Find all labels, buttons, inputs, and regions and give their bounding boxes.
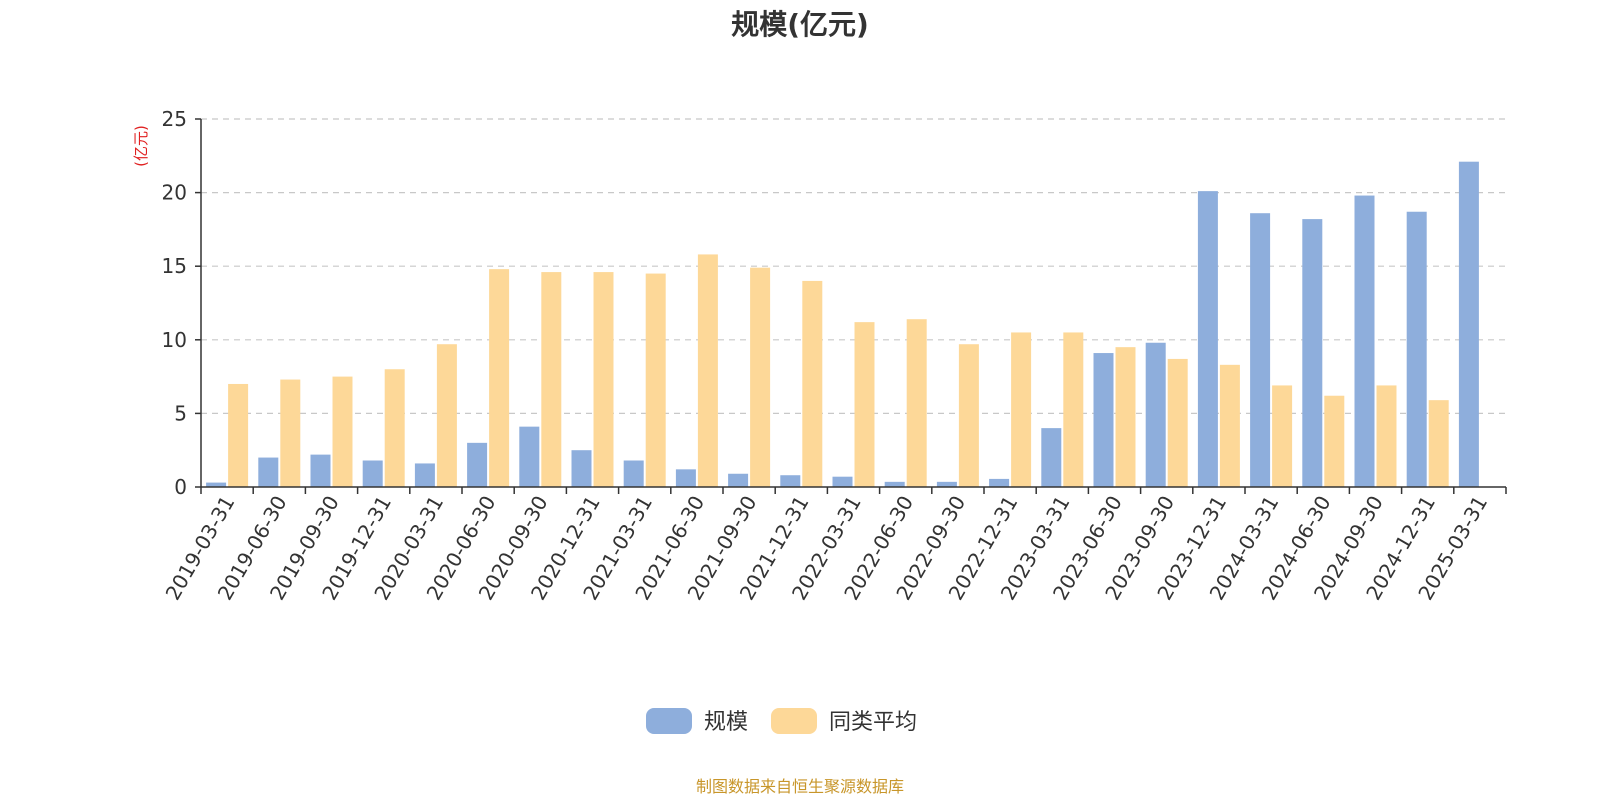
bar-scale	[1145, 342, 1166, 487]
axes	[195, 118, 1507, 494]
y-tick-label: 25	[162, 107, 187, 131]
chart-title: 规模(亿元)	[731, 8, 869, 41]
bar-peer-average	[750, 267, 771, 487]
bar-peer-average	[1115, 347, 1136, 487]
legend[interactable]: 规模 同类平均	[646, 708, 917, 735]
bar-scale	[362, 460, 383, 487]
bar-peer-average	[697, 254, 718, 487]
y-tick-label: 0	[174, 475, 187, 499]
bar-scale	[1041, 428, 1062, 487]
bar-scale	[780, 475, 801, 487]
legend-swatch	[646, 708, 692, 734]
bar-scale	[884, 481, 905, 487]
bar-scale	[1458, 161, 1479, 488]
bar-scale	[206, 482, 227, 487]
bar-peer-average	[906, 319, 927, 487]
bar-scale	[1354, 195, 1375, 487]
bar-scale	[1093, 353, 1114, 487]
bar-peer-average	[384, 369, 405, 487]
bar-peer-average	[1324, 395, 1345, 487]
y-tick-label: 20	[162, 181, 187, 205]
bar-peer-average	[1063, 332, 1084, 487]
bar-scale	[1250, 213, 1271, 487]
bar-peer-average	[1219, 364, 1240, 487]
bar-scale	[623, 460, 644, 487]
y-tick-label: 10	[162, 328, 187, 352]
bar-scale	[467, 442, 488, 487]
bar-peer-average	[958, 344, 979, 487]
bar-peer-average	[280, 379, 301, 487]
bar-scale	[519, 426, 540, 487]
bar-peer-average	[228, 383, 249, 487]
gridlines	[201, 118, 1506, 414]
bar-peer-average	[1167, 358, 1188, 487]
bar-peer-average	[593, 272, 614, 487]
bar-scale	[1302, 219, 1323, 487]
bar-scale	[832, 476, 853, 487]
bar-peer-average	[854, 322, 875, 487]
bar-scale	[571, 450, 592, 487]
bar-peer-average	[802, 280, 823, 487]
bar-scale	[675, 469, 696, 487]
bar-peer-average	[489, 269, 510, 487]
bar-peer-average	[645, 273, 666, 487]
bar-scale	[728, 473, 749, 487]
legend-item-scale[interactable]: 规模	[646, 708, 748, 735]
legend-swatch	[771, 708, 817, 734]
bars	[206, 161, 1479, 488]
y-axis-unit-label: (亿元)	[132, 125, 150, 167]
y-tick-label: 5	[174, 401, 187, 425]
bar-scale	[989, 478, 1010, 487]
bar-scale	[258, 457, 279, 487]
bar-peer-average	[541, 272, 562, 487]
bar-peer-average	[332, 376, 353, 487]
bar-scale	[936, 481, 957, 487]
bar-peer-average	[1011, 332, 1032, 487]
bar-peer-average	[1272, 385, 1293, 487]
bar-scale	[414, 463, 435, 487]
y-tick-label: 15	[162, 254, 187, 278]
bar-peer-average	[1428, 400, 1449, 487]
legend-label: 同类平均	[829, 710, 917, 735]
y-tick-labels: 0 5 10 15 20 25	[162, 107, 187, 499]
source-note: 制图数据来自恒生聚源数据库	[696, 777, 904, 796]
bar-scale	[310, 454, 331, 487]
bar-peer-average	[1376, 385, 1397, 487]
bar-peer-average	[436, 344, 457, 487]
legend-label: 规模	[704, 710, 748, 735]
x-tick-labels: 2019-03-312019-06-302019-09-302019-12-31…	[161, 492, 1493, 605]
legend-item-peer-average[interactable]: 同类平均	[771, 708, 917, 735]
bar-scale	[1197, 191, 1218, 488]
bar-scale	[1406, 211, 1427, 487]
